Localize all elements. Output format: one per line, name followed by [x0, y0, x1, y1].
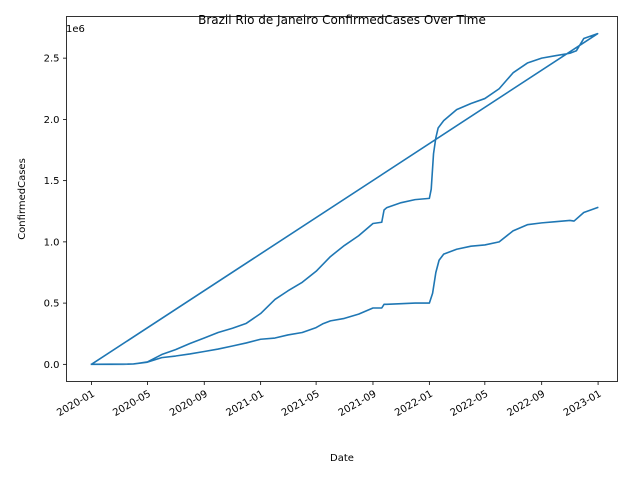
x-tick-label: 2020-09	[168, 389, 210, 419]
x-axis-label: Date	[330, 453, 354, 464]
x-tick-label: 2021-01	[224, 389, 266, 419]
x-tick-label: 2021-09	[337, 389, 379, 419]
x-tick-label: 2021-05	[280, 389, 322, 419]
x-tick-label: 2022-01	[393, 389, 435, 419]
x-tick-label: 2020-05	[111, 389, 153, 419]
chart-title: Brazil Rio de Janeiro ConfirmedCases Ove…	[198, 13, 486, 27]
y-axis-label: ConfirmedCases	[17, 158, 28, 240]
y-offset-label: 1e6	[66, 24, 85, 35]
series-line-0	[90, 32, 599, 366]
y-tick-label: 2.5	[44, 54, 60, 65]
x-tick-label: 2022-09	[505, 389, 547, 419]
y-tick-label: 2.0	[44, 115, 60, 126]
x-tick-label: 2023-01	[562, 389, 604, 419]
y-tick-label: 1.0	[44, 237, 60, 248]
y-tick-label: 1.5	[44, 176, 60, 187]
plot-area	[90, 32, 599, 366]
y-axis-ticks: 0.0 0.5 1.0 1.5 2.0 2.5	[44, 54, 67, 371]
x-axis-ticks: 2020-01 2020-05 2020-09 2021-01 2021-05 2021-…	[55, 381, 604, 419]
plot-frame	[66, 16, 618, 382]
x-tick-label: 2022-05	[449, 389, 491, 419]
x-tick-label: 2020-01	[55, 389, 97, 419]
y-tick-label: 0.0	[44, 360, 60, 371]
y-tick-label: 0.5	[44, 299, 60, 310]
